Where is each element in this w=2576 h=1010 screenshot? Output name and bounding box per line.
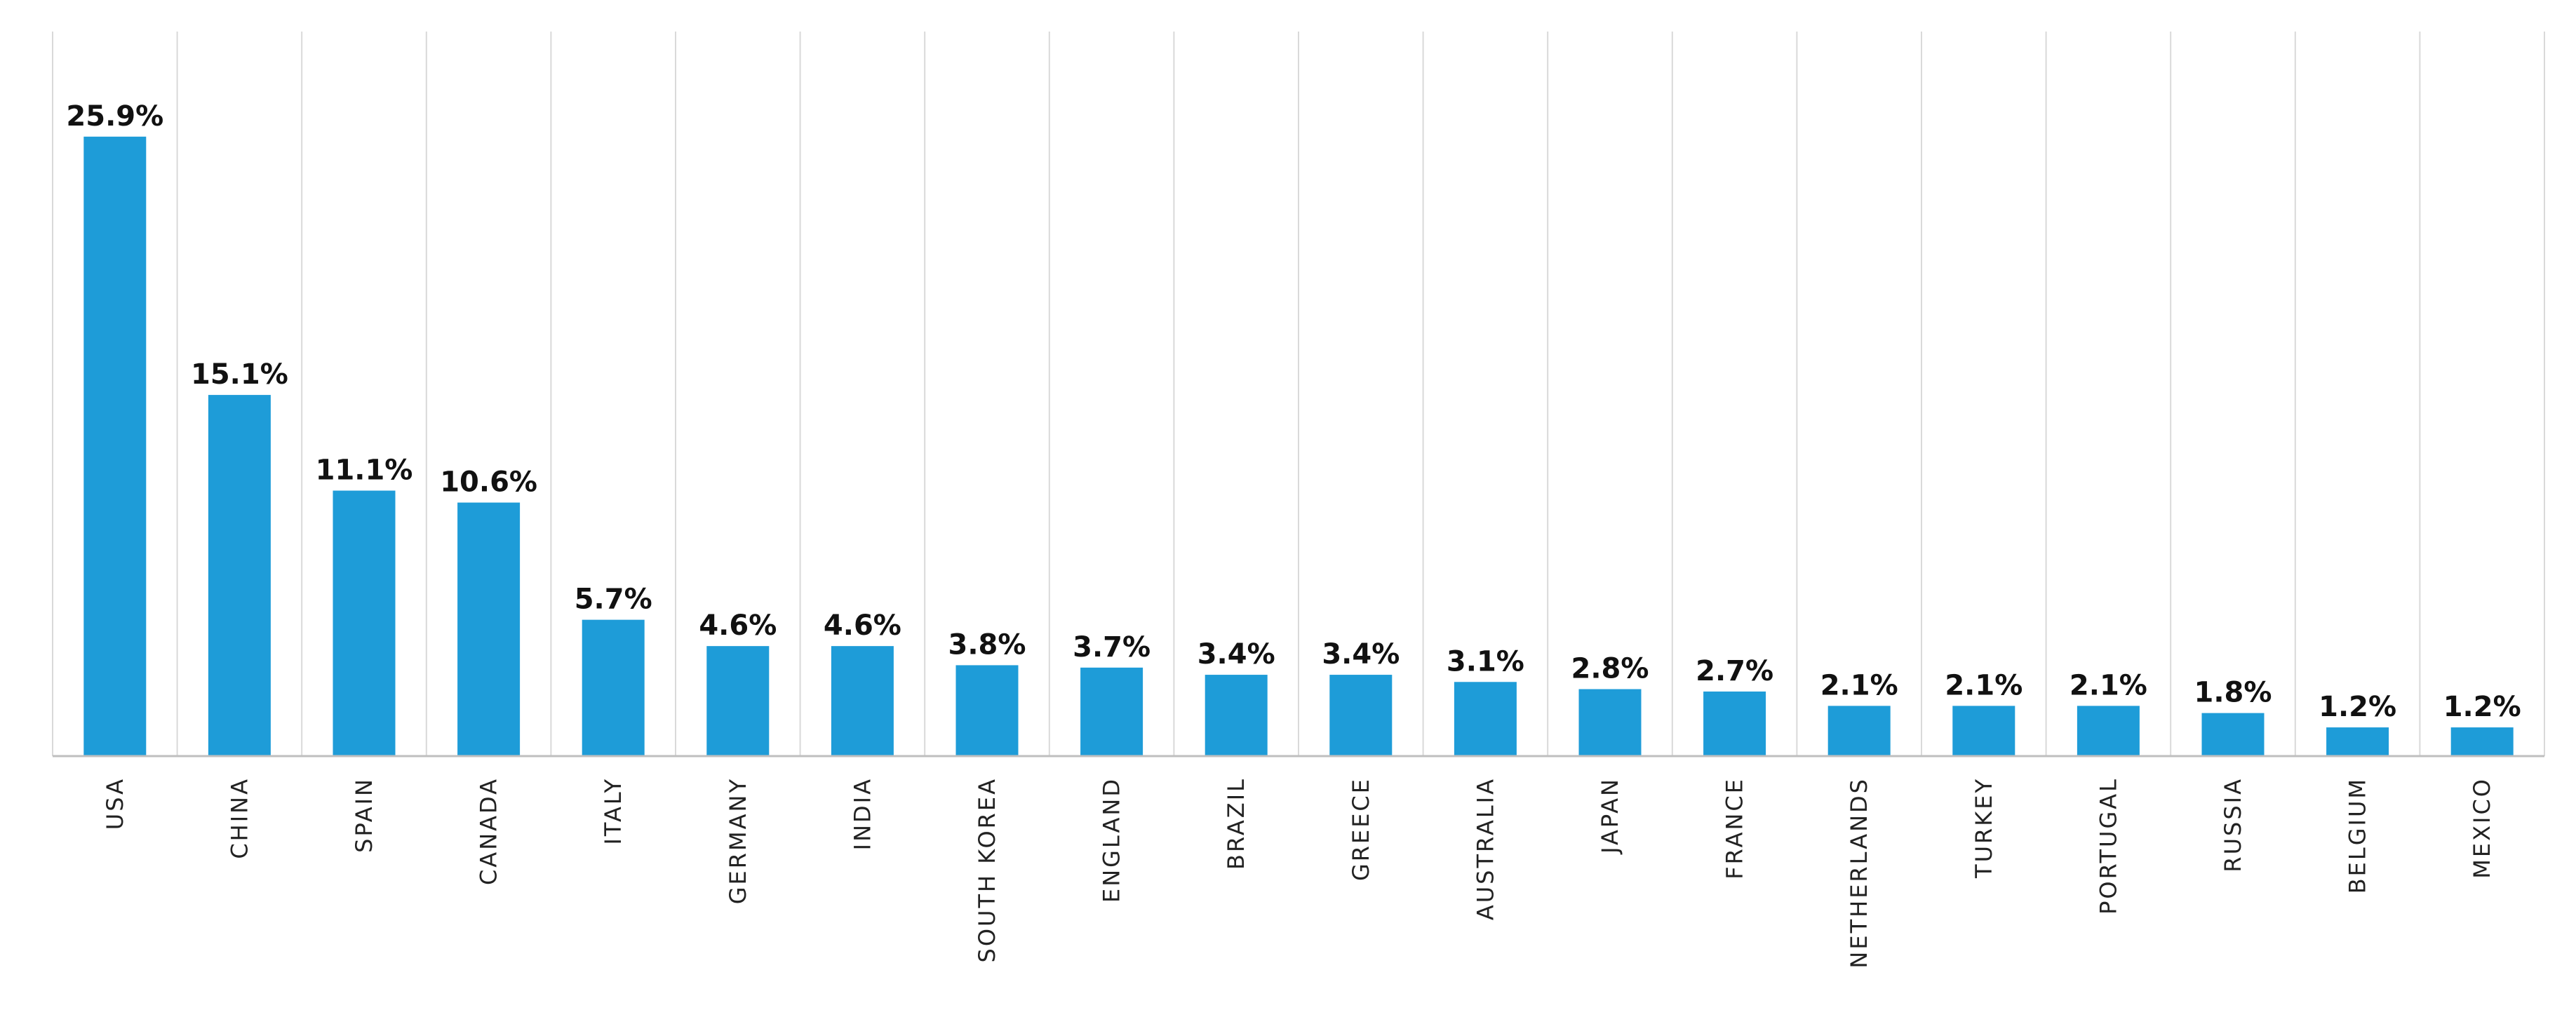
bar-australia — [1454, 682, 1517, 756]
value-label: 10.6% — [440, 466, 537, 499]
category-label: CHINA — [226, 777, 253, 859]
category-label: CANADA — [476, 777, 502, 885]
category-label: GREECE — [1348, 777, 1374, 881]
category-label: SOUTH KOREA — [974, 777, 1000, 962]
value-label: 3.1% — [1447, 645, 1524, 678]
value-label: 4.6% — [699, 610, 777, 642]
bar-mexico — [2451, 727, 2514, 756]
value-label: 3.7% — [1073, 631, 1151, 664]
bar-italy — [582, 620, 645, 756]
grid-lines — [53, 32, 2544, 756]
category-label: TURKEY — [1971, 777, 1997, 879]
bar-france — [1703, 692, 1766, 756]
value-label: 2.1% — [2069, 669, 2147, 701]
category-label: RUSSIA — [2220, 777, 2246, 873]
category-labels: USA CHINA SPAIN CANADA ITALY GERMANY INDIA SOUT… — [102, 777, 2495, 969]
category-label: INDIA — [849, 777, 876, 850]
value-label: 1.2% — [2443, 691, 2521, 723]
value-label: 2.7% — [1696, 655, 1773, 687]
category-label: ITALY — [600, 777, 626, 845]
value-label: 1.8% — [2194, 677, 2272, 709]
value-labels: 25.9% 15.1% 11.1% 10.6% 5.7% 4.6% 4.6% 3.8% 3.7%… — [66, 100, 2521, 723]
value-label: 3.4% — [1322, 638, 1400, 671]
category-label: AUSTRALIA — [1472, 777, 1498, 920]
category-label: SPAIN — [351, 777, 377, 853]
bar-portugal — [2077, 706, 2140, 756]
bar-england — [1080, 668, 1143, 756]
bar-greece — [1329, 675, 1392, 756]
value-label: 3.4% — [1198, 638, 1275, 671]
bar-germany — [706, 646, 769, 756]
category-label: MEXICO — [2469, 777, 2495, 879]
category-label: JAPAN — [1597, 777, 1623, 855]
bar-canada — [457, 503, 520, 756]
value-label: 25.9% — [66, 100, 163, 133]
value-label: 1.2% — [2319, 691, 2396, 723]
category-label: BELGIUM — [2344, 777, 2371, 894]
value-label: 2.1% — [1820, 669, 1898, 701]
category-label: ENGLAND — [1099, 777, 1125, 903]
bar-turkey — [1952, 706, 2015, 756]
bar-spain — [333, 490, 396, 756]
bar-japan — [1579, 689, 1642, 756]
category-label: BRAZIL — [1223, 777, 1249, 870]
value-label: 15.1% — [191, 358, 288, 391]
bar-belgium — [2326, 727, 2389, 756]
bar-usa — [83, 137, 146, 756]
value-label: 4.6% — [824, 610, 901, 642]
bar-south-korea — [956, 665, 1019, 756]
value-label: 2.8% — [1571, 653, 1649, 685]
value-label: 5.7% — [575, 584, 652, 616]
bar-netherlands — [1828, 706, 1891, 756]
value-label: 2.1% — [1945, 669, 2022, 701]
category-label: NETHERLANDS — [1846, 777, 1872, 969]
category-label: GERMANY — [725, 777, 751, 904]
value-label: 11.1% — [316, 454, 413, 486]
value-label: 3.8% — [948, 628, 1026, 661]
bar-india — [831, 646, 894, 756]
category-label: FRANCE — [1722, 777, 1748, 880]
category-label: PORTUGAL — [2095, 777, 2121, 915]
bar-russia — [2202, 713, 2265, 756]
category-label: USA — [102, 777, 128, 830]
bar-brazil — [1205, 675, 1268, 756]
bar-china — [208, 395, 271, 756]
